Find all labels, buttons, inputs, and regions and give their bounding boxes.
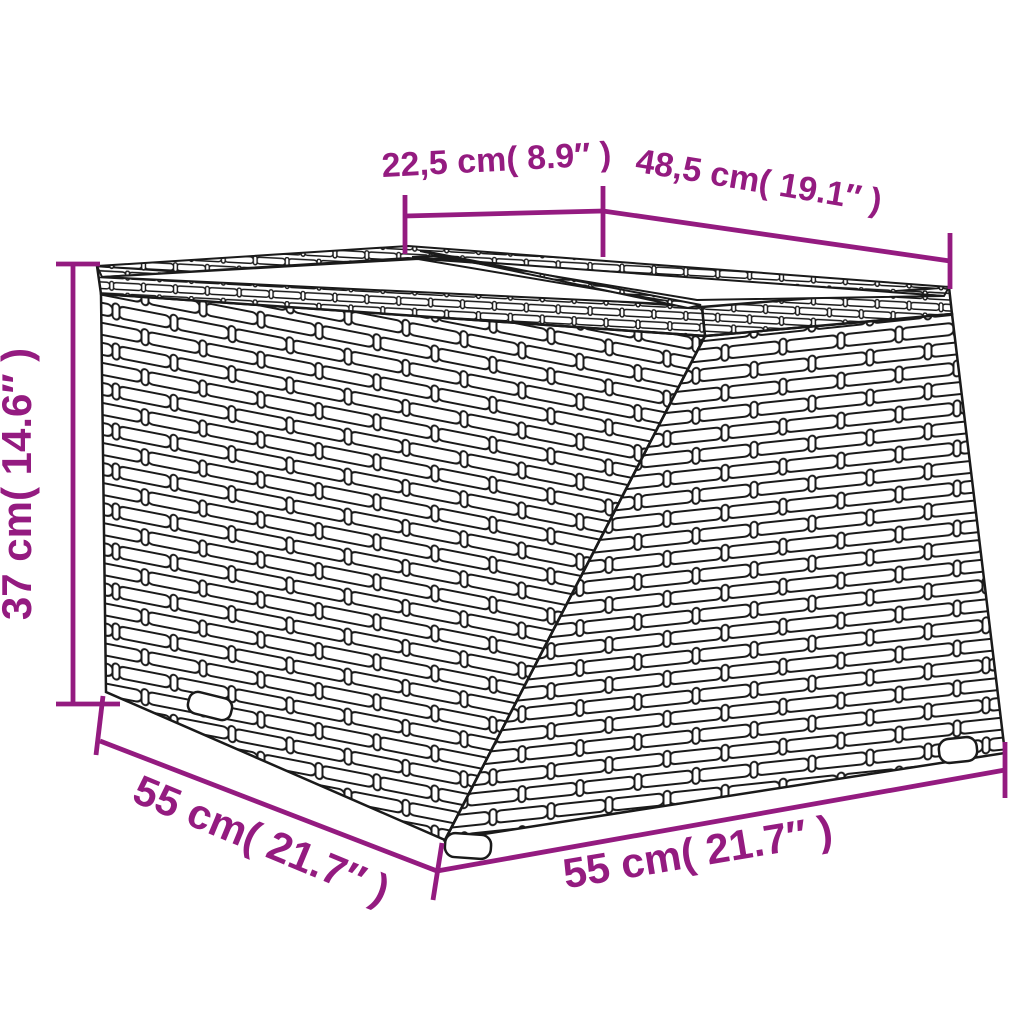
table-foot-front <box>443 831 493 861</box>
table-foot-left <box>186 690 234 722</box>
dimension-line-width <box>436 767 1006 874</box>
glass-panel-right <box>411 254 945 302</box>
table-illustration <box>95 244 1007 861</box>
dimension-label-top-glass: 48,5 cm( 19.1″ ) <box>633 142 885 221</box>
dimension-line-top-glass <box>602 208 951 264</box>
dimension-line-top-panel <box>404 208 604 219</box>
dimension-line-depth <box>99 738 438 874</box>
dimension-label-top-panel: 22,5 cm( 8.9″ ) <box>381 135 613 185</box>
table-foot-right <box>937 735 979 765</box>
front-corner-seam <box>443 335 707 841</box>
tabletop-divider-strip <box>419 250 702 310</box>
dimension-label-height: 37 cm( 14.6″ ) <box>0 348 40 620</box>
glass-panel-left <box>101 257 691 306</box>
dimension-tick-depth-left <box>93 695 106 756</box>
dimension-tick-width-left <box>430 842 445 901</box>
dimension-label-width: 55 cm( 21.7″ ) <box>559 806 835 897</box>
